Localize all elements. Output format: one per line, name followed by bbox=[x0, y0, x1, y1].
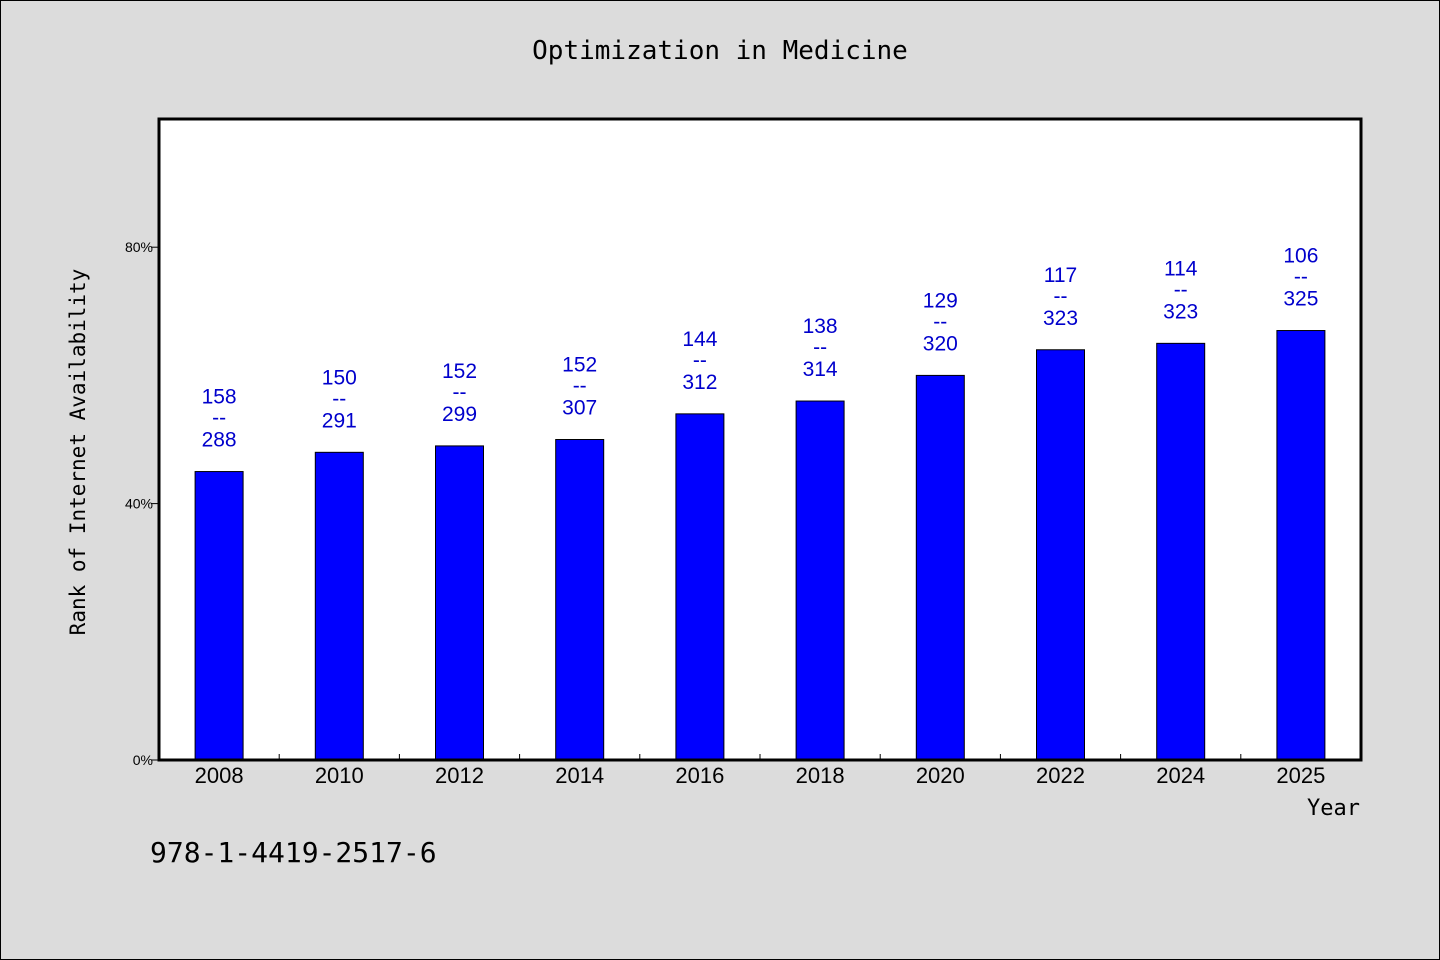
bar-2022 bbox=[1036, 349, 1085, 761]
bar-label-top-2014: 152 bbox=[562, 354, 597, 377]
bar-label-bottom-2016: 312 bbox=[682, 371, 717, 394]
bar-label-bottom-2018: 314 bbox=[803, 358, 838, 381]
bar-2016 bbox=[675, 413, 725, 761]
x-tick-label-2025: 2025 bbox=[1276, 763, 1325, 788]
bar-label-sep-2010: -- bbox=[332, 387, 346, 410]
bar-label-top-2022: 117 bbox=[1044, 264, 1077, 287]
bar-2024 bbox=[1156, 342, 1206, 761]
bar-label-bottom-2024: 323 bbox=[1163, 300, 1198, 323]
x-tick-label-2012: 2012 bbox=[435, 763, 484, 788]
y-tick-label-80: 80% bbox=[125, 239, 153, 255]
x-tick-label-2018: 2018 bbox=[796, 763, 845, 788]
x-axis-label: Year bbox=[1307, 796, 1360, 821]
bar-label-top-2025: 106 bbox=[1283, 245, 1318, 268]
bar-label-top-2008: 158 bbox=[202, 386, 237, 409]
bar-2012 bbox=[435, 445, 484, 761]
chart-title: Optimization in Medicine bbox=[532, 36, 908, 66]
bar-2018 bbox=[795, 400, 845, 761]
bar-label-top-2018: 138 bbox=[803, 315, 838, 338]
x-tick-label-2016: 2016 bbox=[675, 763, 724, 788]
bar-label-sep-2008: -- bbox=[212, 407, 226, 430]
bar-label-top-2016: 144 bbox=[682, 328, 717, 351]
bar-label-sep-2024: -- bbox=[1174, 278, 1188, 301]
bar-label-sep-2016: -- bbox=[693, 349, 707, 372]
bar-2025 bbox=[1276, 330, 1326, 761]
bar-2014 bbox=[555, 439, 605, 761]
bar-label-sep-2025: -- bbox=[1294, 266, 1308, 289]
bar-label-bottom-2020: 320 bbox=[923, 332, 958, 355]
bars-group bbox=[194, 330, 1326, 761]
bar-label-bottom-2022: 323 bbox=[1043, 307, 1078, 330]
bar-label-bottom-2008: 288 bbox=[202, 429, 237, 452]
bar-label-sep-2018: -- bbox=[813, 336, 827, 359]
isbn-footnote: 978-1-4419-2517-6 bbox=[150, 836, 437, 869]
bar-label-top-2010: 150 bbox=[322, 366, 357, 389]
bar-label-bottom-2012: 299 bbox=[442, 403, 477, 426]
bar-labels-group: 158--288150--291152--299152--307144--312… bbox=[202, 245, 1319, 452]
bar-label-sep-2014: -- bbox=[573, 375, 587, 398]
bar-2020 bbox=[915, 374, 965, 761]
x-tick-label-2014: 2014 bbox=[555, 763, 604, 788]
x-ticks-group: 2008 2010 2012 2014 2016 2018 2020 2022 2024 2025 bbox=[195, 754, 1325, 788]
bar-label-bottom-2025: 325 bbox=[1283, 288, 1318, 311]
x-tick-label-2010: 2010 bbox=[315, 763, 364, 788]
bar-2008 bbox=[194, 471, 244, 761]
bar-2010 bbox=[314, 451, 364, 761]
x-tick-label-2020: 2020 bbox=[916, 763, 965, 788]
y-ticks-group: 0% 40% 80% bbox=[125, 239, 159, 768]
bar-label-bottom-2014: 307 bbox=[562, 397, 597, 420]
y-tick-label-0: 0% bbox=[133, 752, 153, 768]
x-tick-label-2022: 2022 bbox=[1036, 763, 1085, 788]
bar-label-top-2012: 152 bbox=[442, 360, 477, 383]
x-tick-label-2008: 2008 bbox=[195, 763, 244, 788]
plot-border bbox=[157, 117, 1363, 762]
bar-label-bottom-2010: 291 bbox=[322, 409, 357, 432]
bar-label-top-2020: 129 bbox=[923, 289, 958, 312]
bar-label-top-2024: 114 bbox=[1164, 257, 1198, 280]
y-tick-label-40: 40% bbox=[125, 496, 153, 512]
x-tick-label-2024: 2024 bbox=[1156, 763, 1205, 788]
bar-label-sep-2022: -- bbox=[1054, 285, 1068, 308]
bar-label-sep-2012: -- bbox=[453, 381, 467, 404]
bar-label-sep-2020: -- bbox=[933, 310, 947, 333]
